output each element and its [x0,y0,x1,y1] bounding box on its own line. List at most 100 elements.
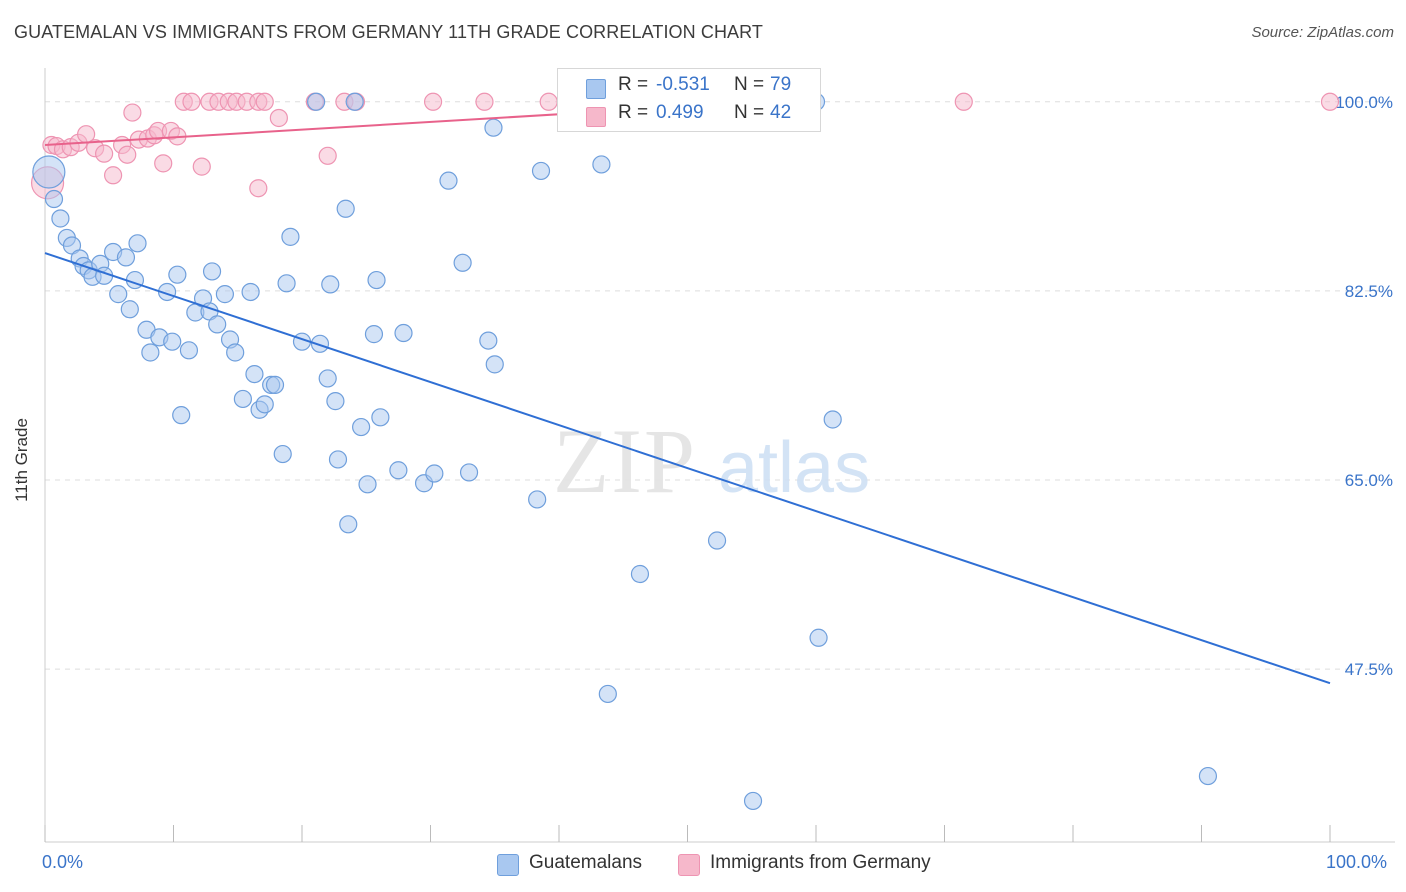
guatemalan-point-24 [179,341,199,360]
guatemalan-point-50 [339,515,358,534]
x-tick-label-min: 0.0% [42,852,84,872]
guatemalan-point-29 [208,315,227,334]
guatemalan-point-30 [215,285,234,304]
legend-label-guatemalans: Guatemalans [529,852,643,873]
guatemalan-point-69 [598,684,617,704]
germany-point-41 [1320,92,1340,111]
guatemalan-point-13 [128,234,147,253]
germany-point-30 [255,92,274,111]
germany-point-22 [192,157,211,176]
guatemalan-point-48 [328,450,348,469]
guatemalan-point-23 [172,406,191,425]
watermark: ZIP atlas [553,410,870,512]
legend-row-germany: R = 0.499 N = 42 [558,100,820,128]
legend-swatch-blue [586,79,606,99]
guatemalan-point-33 [233,389,252,409]
series-legend: Guatemalans Immigrants from Germany [0,852,1406,878]
guatemalan-point-64 [484,118,503,137]
watermark-atlas: atlas [718,428,870,508]
legend-label-germany: Immigrants from Germany [710,852,931,873]
germany-point-17 [154,154,173,173]
guatemalan-point-46 [321,275,340,294]
guatemalan-point-63 [479,331,498,350]
y-tick-label-0: 100.0% [1335,93,1393,112]
chart-title: GUATEMALAN VS IMMIGRANTS FROM GERMANY 11… [14,22,764,42]
guatemalan-point-44 [310,334,330,353]
stats-legend: R = -0.531 N = 79 R = 0.499 N = 42 [557,68,821,132]
guatemalan-point-47 [326,392,345,411]
guatemalan-point-53 [364,325,384,344]
gridlines [45,101,1395,670]
legend-n-value: 79 [770,74,792,95]
guatemalan-point-32 [226,343,245,362]
axes [44,68,1395,843]
y-tick-label-3: 47.5% [1345,660,1393,679]
guatemalan-point-39 [265,375,285,394]
germany-point-38 [539,92,558,111]
guatemalan-point-55 [371,408,390,427]
germany-point-40 [954,92,973,111]
germany-point-31 [269,108,288,128]
guatemalan-point-40 [273,444,292,464]
germany-point-9 [104,166,123,185]
guatemalan-point-51 [352,417,371,437]
legend-r-label: R = [618,74,649,95]
germany-point-28 [249,179,268,198]
guatemalan-point-0 [32,155,66,189]
guatemalan-point-2 [51,209,70,228]
legend-n-value: 42 [770,102,792,123]
guatemalan-point-18 [141,343,160,362]
guatemalan-point-56 [389,461,408,480]
guatemalan-point-54 [367,270,386,290]
trend-line-guatemalans [44,252,1331,685]
guatemalan-point-70 [630,564,650,584]
legend-row-guatemalans: R = -0.531 N = 79 [558,72,820,100]
guatemalan-point-15 [120,300,139,319]
guatemalan-point-12 [116,248,136,267]
guatemalan-point-75 [1198,766,1218,786]
y-tick-label-1: 82.5% [1345,282,1393,301]
legend-r-value: -0.531 [656,74,710,95]
guatemalan-point-41 [277,274,296,293]
germany-point-12 [123,103,142,122]
guatemalan-point-22 [168,265,187,284]
guatemalan-point-61 [453,253,472,272]
germany-point-11 [118,145,137,164]
guatemalan-point-77 [345,92,364,111]
germany-point-37 [475,92,494,111]
legend-r-label: R = [618,102,649,123]
source-label: Source: ZipAtlas.com [1251,24,1394,41]
guatemalan-point-65 [485,355,504,374]
germany-point-33 [318,146,337,165]
guatemalan-point-35 [245,364,264,384]
guatemalan-point-52 [358,475,377,494]
germany-point-36 [423,92,443,111]
guatemalan-point-49 [336,199,355,218]
guatemalan-point-42 [281,227,300,246]
guatemalan-point-72 [743,791,763,811]
y-tick-labels: 100.0% 82.5% 65.0% 47.5% [1335,93,1393,679]
guatemalan-point-62 [459,463,479,482]
guatemalan-point-14 [109,285,128,304]
guatemalan-point-67 [531,161,551,181]
guatemalan-point-21 [163,332,182,351]
guatemalan-point-1 [44,189,64,209]
germany-point-8 [95,144,114,163]
guatemalan-point-34 [241,282,260,302]
guatemalan-point-59 [425,464,444,483]
trend-line-germany [44,109,624,146]
legend-swatch-germany [678,854,700,876]
legend-n-label: N = [734,102,765,123]
guatemalan-point-57 [394,323,413,343]
y-tick-label-2: 65.0% [1345,471,1393,490]
guatemalan-point-60 [439,171,458,190]
germany-point-21 [182,92,201,111]
legend-n-label: N = [734,74,765,95]
guatemalan-point-74 [823,410,842,429]
guatemalan-point-68 [592,155,611,174]
legend-swatch-pink [586,107,606,127]
guatemalan-point-37 [255,395,274,414]
legend-swatch-guatemalans [497,854,519,876]
guatemalan-point-76 [307,92,326,111]
legend-r-value: 0.499 [656,102,704,123]
